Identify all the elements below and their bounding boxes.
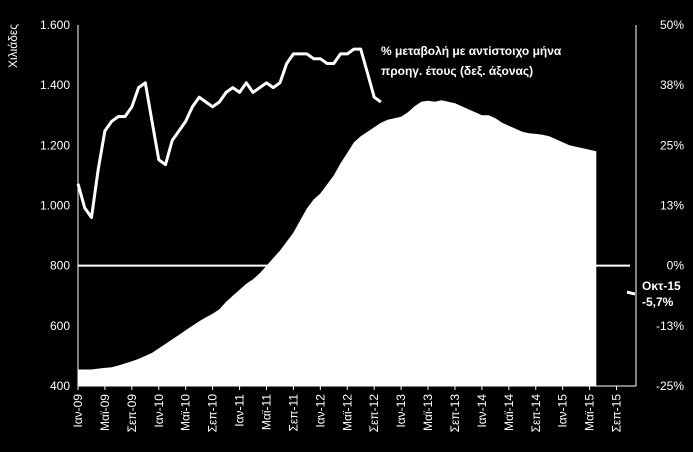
x-tick-label: Ιαν-11 (233, 394, 247, 427)
annotation-line1: % μεταβολή με αντίστοιχο μήνα (381, 44, 562, 58)
left-axis-label: Χιλιάδες (6, 24, 20, 68)
x-tick-label: Μαϊ-12 (340, 394, 354, 431)
left-tick-label: 1.000 (40, 199, 70, 213)
line-series-end (626, 290, 636, 296)
x-tick-label: Ιαν-14 (475, 394, 489, 428)
x-tick-label: Μαϊ-10 (179, 394, 193, 431)
end-label-date: Οκτ-15 (642, 279, 681, 293)
line-series (76, 47, 382, 219)
x-tick-label: Ιαν-15 (556, 394, 570, 428)
x-tick-label: Μαϊ-09 (98, 394, 112, 431)
x-axis-ticks: Ιαν-09 Μαϊ-09 Σεπ-09 Ιαν-10 Μαϊ-10 Σεπ-10 Ιαν-… (71, 386, 624, 432)
x-tick-label: Μαϊ-11 (259, 394, 273, 430)
x-tick-label: Ιαν-12 (313, 394, 327, 428)
x-tick-label: Μαϊ-14 (502, 394, 516, 431)
left-axis-ticks: 400 600 800 1.000 1.200 1.400 1.600 (40, 18, 70, 393)
x-tick-label: Σεπ-15 (610, 394, 624, 433)
x-tick-label: Σεπ-13 (448, 394, 462, 433)
right-tick-label: -25% (656, 379, 684, 393)
x-tick-label: Σεπ-09 (125, 394, 139, 433)
left-tick-label: 1.200 (40, 138, 70, 152)
right-tick-label: -13% (656, 319, 684, 333)
end-label-value: -5,7% (642, 295, 674, 309)
area-series (78, 100, 597, 386)
left-tick-label: 800 (50, 259, 70, 273)
x-tick-label: Σεπ-11 (286, 394, 300, 432)
right-tick-label: 13% (660, 199, 684, 213)
left-tick-label: 1.600 (40, 18, 70, 32)
x-tick-label: Μαϊ-15 (583, 394, 597, 431)
right-tick-label: 50% (660, 18, 684, 32)
annotation-line2: προηγ. έτους (δεξ. άξονας) (381, 64, 533, 78)
right-axis-ticks: -25% -13% 0% 13% 25% 38% 50% (656, 18, 684, 393)
x-tick-label: Μαϊ-13 (421, 394, 435, 431)
x-tick-label: Ιαν-13 (394, 394, 408, 428)
x-tick-label: Σεπ-12 (367, 394, 381, 433)
x-tick-label: Σεπ-10 (206, 394, 220, 433)
x-tick-label: Ιαν-09 (71, 394, 85, 428)
left-tick-label: 600 (50, 319, 70, 333)
right-tick-label: 38% (660, 78, 684, 92)
right-tick-label: 0% (667, 259, 685, 273)
x-tick-label: Ιαν-10 (152, 394, 166, 428)
right-tick-label: 25% (660, 138, 684, 152)
left-tick-label: 1.400 (40, 78, 70, 92)
plot-area (76, 25, 637, 387)
x-tick-label: Σεπ-14 (529, 394, 543, 433)
left-tick-label: 400 (50, 379, 70, 393)
